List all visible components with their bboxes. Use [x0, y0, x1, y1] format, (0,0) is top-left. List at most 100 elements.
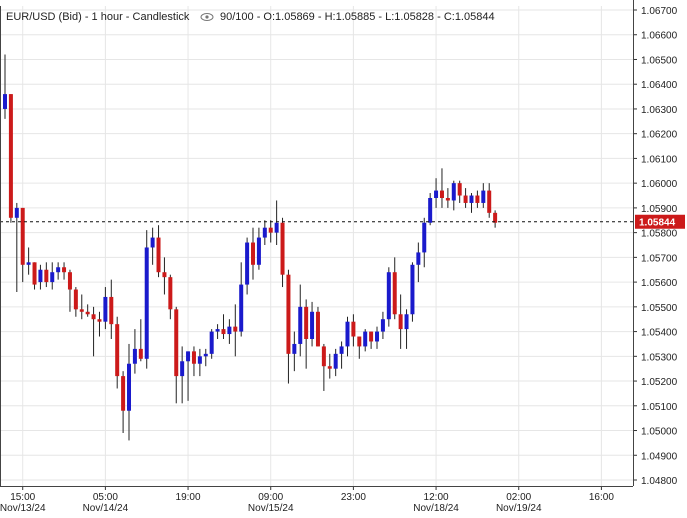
- candle-body-down: [392, 272, 397, 315]
- x-date-label: Nov/18/24: [413, 503, 459, 513]
- candle-body-down: [457, 183, 462, 196]
- y-tick-label: 1.05300: [641, 352, 678, 363]
- candle: [404, 309, 409, 349]
- candle-body-up: [481, 190, 486, 203]
- candle-body-down: [20, 207, 25, 265]
- candle: [156, 225, 161, 278]
- candle-body-down: [369, 331, 374, 342]
- candle: [221, 314, 226, 339]
- last-price-tag: [635, 214, 685, 229]
- candle: [451, 180, 456, 211]
- x-tick-label: 02:00: [506, 492, 531, 503]
- candle-body-up: [14, 207, 19, 218]
- candle: [203, 348, 208, 367]
- y-tick-label: 1.05800: [641, 229, 678, 240]
- candle-body-down: [286, 274, 291, 354]
- eye-icon[interactable]: [200, 13, 214, 21]
- candle: [62, 262, 67, 280]
- candle: [315, 306, 320, 347]
- candle-body-down: [327, 366, 332, 369]
- y-tick-label: 1.04800: [641, 476, 678, 487]
- candle-body-up: [245, 242, 250, 285]
- candle: [321, 343, 326, 391]
- candle-body-up: [256, 237, 261, 265]
- candle-body-up: [428, 198, 433, 223]
- candle: [26, 247, 31, 275]
- y-tick-label: 1.06700: [641, 6, 678, 17]
- candle-body-down: [32, 262, 37, 285]
- candle: [233, 304, 238, 357]
- candle-body-down: [138, 348, 143, 359]
- candle: [20, 207, 25, 283]
- y-tick-label: 1.06000: [641, 179, 678, 190]
- candle-body-up: [298, 306, 303, 344]
- candle-body-up: [144, 247, 149, 359]
- candle-body-up: [180, 361, 185, 377]
- x-tick-label: 15:00: [10, 492, 35, 503]
- candle-body-down: [121, 376, 126, 411]
- x-tick-label: 12:00: [424, 492, 449, 503]
- candle-body-up: [363, 331, 368, 347]
- candle: [268, 220, 273, 243]
- last-price-line: 1.05844: [0, 214, 685, 229]
- candle: [144, 230, 149, 369]
- y-tick-label: 1.06400: [641, 80, 678, 91]
- candle: [38, 264, 43, 290]
- y-tick-label: 1.06600: [641, 31, 678, 42]
- candle: [339, 341, 344, 369]
- candle-body-up: [416, 252, 421, 265]
- candle: [286, 269, 291, 384]
- candle-body-down: [475, 195, 480, 203]
- candle-body-down: [439, 190, 444, 198]
- chart-header: EUR/USD (Bid) - 1 hour - Candlestick 90/…: [6, 11, 495, 23]
- candle: [174, 306, 179, 404]
- candle: [50, 262, 55, 290]
- candle: [392, 257, 397, 320]
- x-date-label: Nov/19/24: [496, 503, 542, 513]
- candle: [3, 54, 7, 119]
- candle: [245, 237, 250, 295]
- candle: [239, 262, 244, 337]
- candle-body-up: [469, 195, 474, 203]
- candle-body-up: [380, 319, 385, 332]
- candle-body-down: [73, 289, 78, 310]
- candle: [44, 262, 49, 288]
- candle: [493, 210, 498, 228]
- candle: [445, 188, 450, 208]
- candle: [180, 346, 185, 404]
- grid-lines: [0, 6, 633, 486]
- candle-body-down: [79, 309, 84, 312]
- candle-body-down: [67, 272, 72, 290]
- y-tick-label: 1.05600: [641, 278, 678, 289]
- candle: [132, 329, 137, 374]
- candle: [410, 262, 415, 322]
- y-tick-label: 1.06100: [641, 154, 678, 165]
- candle: [197, 348, 202, 377]
- candle-body-down: [109, 296, 114, 325]
- candle: [209, 329, 214, 359]
- y-tick-label: 1.05400: [641, 328, 678, 339]
- x-tick-label: 23:00: [341, 492, 366, 503]
- x-tick-label: 05:00: [93, 492, 118, 503]
- candle-body-down: [268, 227, 273, 233]
- candle: [280, 217, 285, 288]
- candle-body-up: [292, 343, 297, 354]
- candle-body-up: [150, 237, 155, 248]
- y-tick-label: 1.04900: [641, 451, 678, 462]
- candle: [215, 324, 220, 339]
- candle-body-up: [26, 262, 31, 265]
- candle: [227, 319, 232, 344]
- candle: [380, 311, 385, 339]
- candle-body-up: [410, 264, 415, 315]
- candle-body-up: [56, 267, 61, 273]
- candle: [14, 202, 19, 292]
- candle-body-down: [44, 269, 49, 283]
- candle-body-down: [445, 198, 450, 201]
- candle: [386, 267, 391, 327]
- candle-body-down: [304, 306, 309, 339]
- candle-body-up: [239, 284, 244, 332]
- candle: [262, 220, 267, 245]
- candle-body-down: [191, 351, 196, 364]
- x-date-label: Nov/14/24: [83, 503, 129, 513]
